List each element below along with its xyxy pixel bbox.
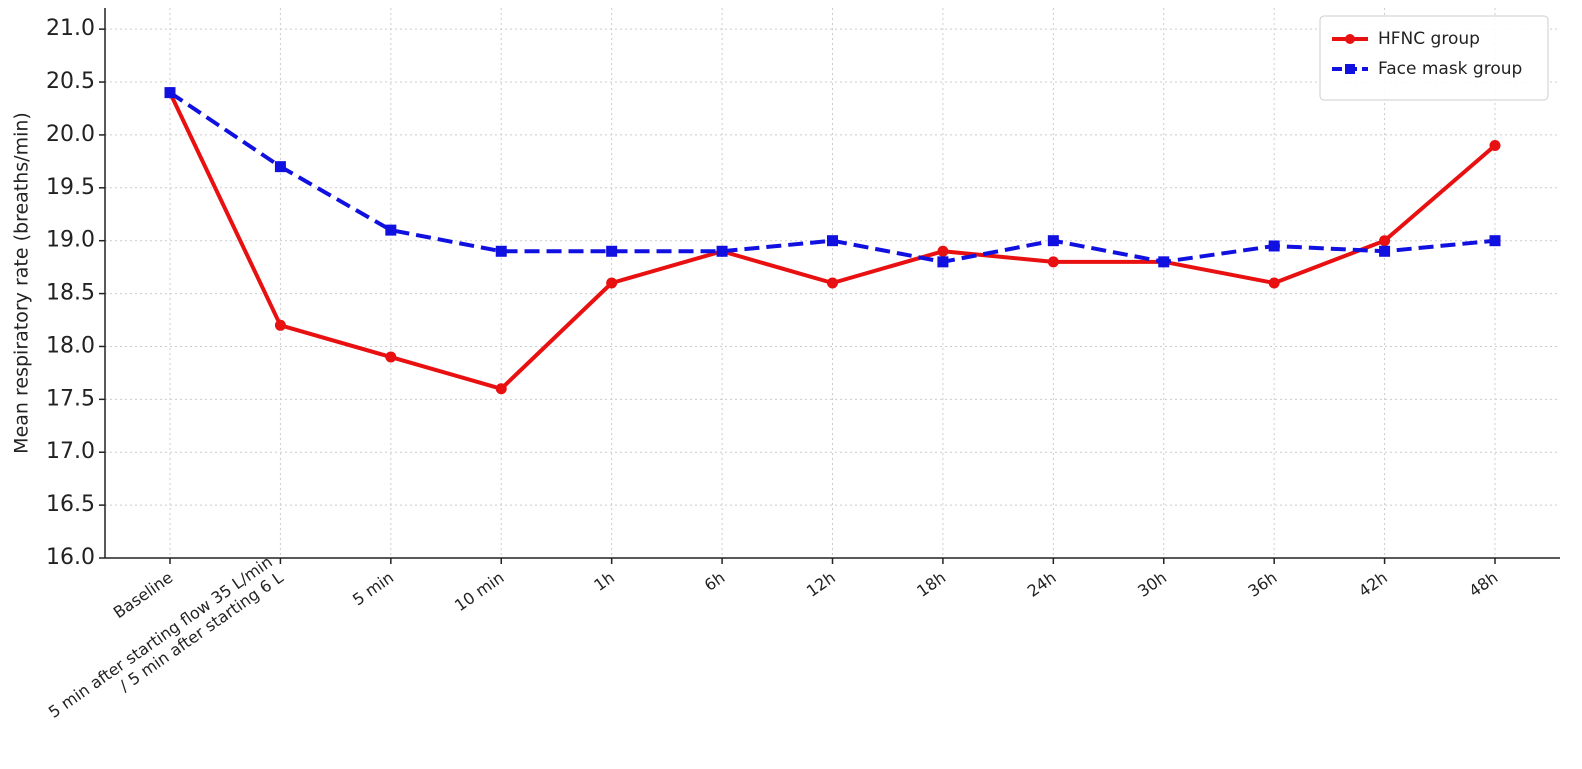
marker	[1268, 240, 1280, 252]
y-tick-label: 21.0	[46, 16, 95, 41]
marker	[495, 245, 507, 257]
y-tick-label: 20.0	[46, 122, 95, 147]
y-axis-label: Mean respiratory rate (breaths/min)	[11, 112, 33, 454]
marker	[385, 351, 397, 363]
marker	[1047, 256, 1059, 268]
x-tick-label: 30h	[1134, 568, 1170, 601]
y-tick-label: 17.5	[46, 386, 95, 411]
y-tick-label: 19.5	[46, 175, 95, 200]
x-tick-label: 6h	[701, 568, 729, 595]
x-tick-label: 12h	[803, 568, 839, 601]
legend-marker	[1345, 34, 1355, 44]
x-tick-label: 48h	[1465, 568, 1501, 601]
marker	[606, 277, 618, 289]
marker	[827, 277, 838, 289]
marker	[1047, 235, 1059, 247]
legend-label: Face mask group	[1378, 59, 1522, 79]
x-tick-label: Baseline	[110, 568, 176, 622]
y-tick-label: 17.0	[46, 439, 95, 464]
x-tick-label: 18h	[913, 568, 949, 601]
x-tick-label: 5 min	[349, 568, 397, 610]
y-tick-label: 16.5	[46, 492, 95, 517]
marker	[1489, 235, 1501, 247]
marker	[827, 235, 838, 247]
marker	[385, 224, 397, 236]
y-tick-label: 18.5	[46, 281, 95, 306]
marker	[1158, 256, 1170, 268]
x-tick-label: 1h	[590, 568, 618, 595]
x-tick-label: 36h	[1245, 568, 1281, 601]
legend-label: HFNC group	[1378, 29, 1480, 49]
marker	[1489, 140, 1501, 151]
marker	[1379, 235, 1391, 247]
marker	[937, 245, 949, 257]
legend-marker	[1345, 64, 1355, 74]
y-tick-label: 19.0	[46, 228, 95, 253]
y-tick-label: 18.0	[46, 333, 95, 358]
marker	[1379, 245, 1391, 257]
marker	[164, 87, 176, 99]
y-tick-label: 20.5	[46, 69, 95, 94]
x-tick-label: 24h	[1024, 568, 1060, 601]
marker	[606, 245, 618, 257]
marker	[495, 383, 507, 395]
x-tick-label: 10 min	[451, 568, 507, 615]
x-tick-label: 42h	[1355, 568, 1391, 601]
marker	[274, 161, 286, 173]
marker	[1268, 277, 1280, 289]
marker	[274, 319, 286, 331]
legend-box	[1319, 15, 1549, 101]
marker	[937, 256, 949, 268]
y-tick-label: 16.0	[46, 545, 95, 570]
marker	[716, 245, 728, 257]
